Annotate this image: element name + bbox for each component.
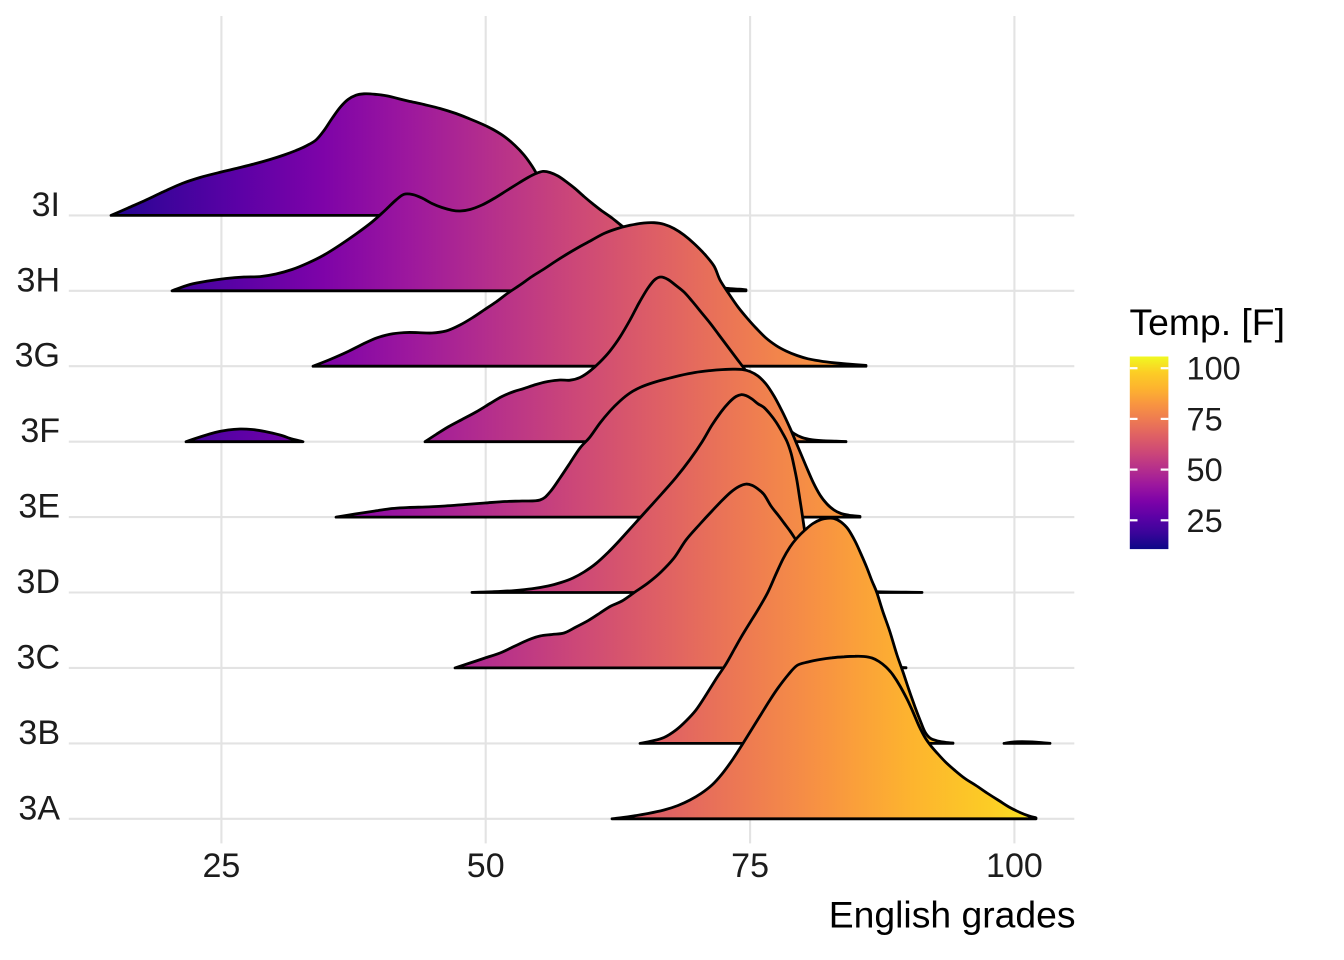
- svg-text:100: 100: [986, 847, 1043, 885]
- svg-text:75: 75: [1187, 401, 1223, 437]
- svg-text:25: 25: [202, 847, 240, 885]
- svg-text:Temp. [F]: Temp. [F]: [1130, 301, 1285, 343]
- svg-text:3A: 3A: [18, 789, 60, 827]
- svg-text:3H: 3H: [17, 261, 60, 299]
- svg-text:25: 25: [1187, 503, 1223, 539]
- svg-text:50: 50: [467, 847, 505, 885]
- svg-text:English grades: English grades: [829, 894, 1076, 936]
- svg-text:3E: 3E: [18, 488, 60, 526]
- svg-text:3F: 3F: [20, 412, 60, 450]
- svg-text:75: 75: [731, 847, 769, 885]
- svg-text:3G: 3G: [15, 337, 60, 375]
- svg-text:100: 100: [1187, 351, 1241, 387]
- svg-text:3I: 3I: [32, 186, 60, 224]
- svg-text:3B: 3B: [18, 714, 60, 752]
- svg-text:3C: 3C: [17, 638, 60, 676]
- svg-text:50: 50: [1187, 452, 1223, 488]
- svg-text:3D: 3D: [17, 563, 60, 601]
